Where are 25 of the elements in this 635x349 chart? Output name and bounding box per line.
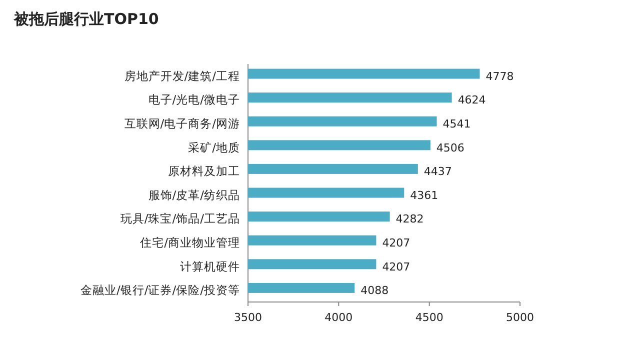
x-tick-label: 5000 [506,311,534,324]
x-tick-label: 4500 [415,311,444,324]
data-label: 4361 [410,188,438,202]
y-tick-label: 计算机硬件 [180,259,240,274]
data-label: 4207 [382,260,410,274]
data-label: 4207 [382,236,410,250]
data-label: 4088 [360,284,389,298]
y-tick-label: 服饰/皮革/纺织品 [148,188,240,202]
y-tick-label: 房地产开发/建筑/工程 [124,68,240,83]
data-label: 4541 [442,118,471,130]
y-tick-label: 互联网/电子商务/网游 [124,116,240,130]
y-tick-label: 采矿/地质 [188,140,240,154]
text: 被拖后腿行业TOP10 [13,10,159,28]
y-tick-label: 住宅/商业物业管理 [139,236,240,250]
data-label: 4437 [424,165,452,178]
x-tick-label: 3500 [234,311,262,324]
data-label: 4778 [486,70,514,83]
data-label: 4624 [458,94,486,107]
y-tick-label: 金融业/银行/证券/保险/投资等 [80,283,240,298]
x-tick-label: 4000 [324,311,353,324]
data-label: 4506 [436,141,464,154]
y-tick-label: 电子/光电/微电子 [148,92,240,107]
data-label: 4282 [396,212,424,226]
y-tick-label: 原材料及加工 [168,164,240,178]
y-tick-label: 玩具/珠宝/饰品/工艺品 [120,212,240,226]
